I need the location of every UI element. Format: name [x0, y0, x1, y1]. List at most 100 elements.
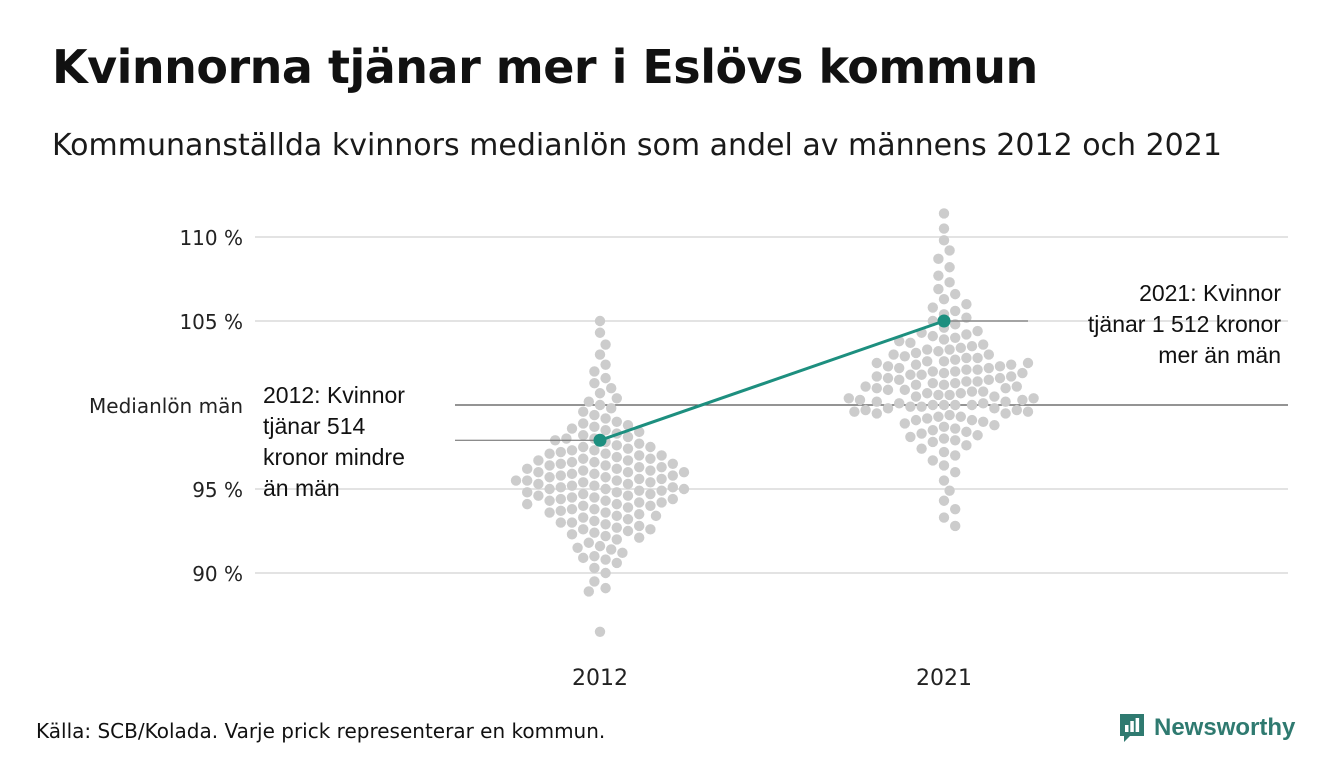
- municipality-dot: [950, 520, 961, 532]
- municipality-dot: [611, 475, 622, 486]
- municipality-dot: [578, 418, 589, 429]
- municipality-dot: [933, 411, 944, 422]
- municipality-dot: [611, 557, 622, 569]
- municipality-dot: [600, 483, 611, 495]
- highlight-point-2021: [937, 314, 951, 328]
- municipality-dot: [622, 490, 634, 501]
- municipality-dot: [950, 366, 961, 377]
- municipality-dot: [950, 354, 961, 365]
- municipality-dot: [972, 364, 983, 375]
- municipality-dot: [656, 485, 667, 496]
- municipality-dot: [645, 488, 656, 500]
- municipality-dot: [1006, 359, 1017, 370]
- municipality-dot: [650, 510, 662, 522]
- annotation-2012: 2012: Kvinnor tjänar 514 kronor mindre än m…: [263, 382, 405, 501]
- municipality-dot: [578, 512, 589, 523]
- municipality-dot: [566, 423, 578, 434]
- bar-chart-speech-bubble-icon: [1120, 714, 1144, 742]
- municipality-dot: [905, 431, 916, 443]
- municipality-dot: [888, 349, 899, 360]
- municipality-dot: [533, 490, 544, 501]
- municipality-dot: [1011, 381, 1022, 392]
- municipality-dot: [589, 576, 600, 587]
- annotation-2021-line: 2021: Kvinnor: [1139, 280, 1281, 306]
- municipality-dot: [634, 497, 645, 508]
- brand-logo[interactable]: Newsworthy: [1118, 712, 1295, 744]
- municipality-dot: [606, 544, 617, 555]
- municipality-dot: [634, 485, 645, 496]
- municipality-dot: [617, 547, 628, 559]
- municipality-dot: [600, 359, 611, 370]
- municipality-dot: [983, 362, 994, 374]
- municipality-dot: [634, 461, 645, 473]
- municipality-dot: [944, 389, 955, 401]
- municipality-dot: [983, 374, 994, 385]
- municipality-dot: [634, 520, 645, 532]
- municipality-dot: [938, 460, 950, 471]
- municipality-dot: [922, 413, 933, 424]
- municipality-dot: [578, 430, 589, 441]
- municipality-dot: [594, 327, 606, 338]
- municipality-dot: [589, 456, 600, 468]
- municipality-dot: [589, 445, 600, 456]
- municipality-dot: [656, 497, 667, 508]
- municipality-dot: [578, 453, 589, 464]
- municipality-dot: [578, 552, 589, 564]
- municipality-dot: [533, 455, 544, 466]
- municipality-dot: [916, 428, 927, 439]
- municipality-dot: [871, 383, 882, 394]
- municipality-dot: [989, 391, 1000, 402]
- municipality-dot: [583, 396, 594, 407]
- municipality-dot: [938, 421, 950, 433]
- municipality-dot: [645, 441, 656, 453]
- municipality-dot: [961, 376, 972, 387]
- municipality-dot: [589, 366, 600, 377]
- beeswarm-chart: 2012: Kvinnor tjänar 514 kronor mindre än m…: [89, 208, 1288, 691]
- municipality-dot: [622, 443, 634, 454]
- municipality-dot: [927, 330, 938, 342]
- municipality-dot: [522, 475, 533, 486]
- municipality-dot: [927, 455, 938, 466]
- municipality-dot: [634, 509, 645, 520]
- municipality-dot: [667, 458, 678, 469]
- municipality-dot: [860, 381, 871, 392]
- municipality-dot: [611, 522, 622, 533]
- municipality-dot: [916, 401, 927, 412]
- municipality-dot: [871, 408, 882, 419]
- chart-subtitle: Kommunanställda kvinnors medianlön som a…: [52, 128, 1222, 163]
- municipality-dot: [950, 332, 961, 343]
- municipality-dot: [938, 334, 950, 345]
- municipality-dot: [916, 369, 927, 380]
- municipality-dot: [589, 480, 600, 491]
- municipality-dot: [955, 388, 966, 399]
- municipality-dot: [944, 277, 955, 288]
- municipality-dot: [938, 399, 950, 411]
- municipality-dot: [894, 398, 905, 409]
- municipality-dot: [594, 626, 606, 637]
- municipality-dot: [634, 438, 645, 449]
- municipality-dot: [966, 399, 978, 411]
- municipality-dot: [589, 562, 600, 574]
- municipality-dot: [622, 467, 634, 478]
- municipality-dot: [566, 468, 578, 480]
- municipality-dot: [622, 502, 634, 513]
- municipality-dot: [566, 480, 578, 491]
- municipality-dot: [894, 362, 905, 374]
- municipality-dot: [899, 418, 910, 429]
- municipality-dot: [634, 532, 645, 543]
- municipality-dot: [894, 374, 905, 385]
- municipality-dot: [1028, 393, 1039, 404]
- municipality-dot: [983, 349, 994, 360]
- municipality-dot: [594, 315, 606, 327]
- municipality-dot: [578, 477, 589, 488]
- municipality-dot: [910, 359, 922, 370]
- municipality-dot: [938, 495, 950, 506]
- municipality-dot: [544, 507, 555, 518]
- annotation-layer: 2012: Kvinnor tjänar 514 kronor mindre än m…: [263, 280, 1281, 501]
- municipality-dot: [950, 288, 961, 300]
- municipality-dot: [566, 529, 578, 540]
- municipality-dot: [555, 517, 566, 528]
- municipality-dot: [544, 495, 555, 506]
- municipality-dot: [667, 493, 678, 505]
- municipality-dot: [989, 419, 1000, 431]
